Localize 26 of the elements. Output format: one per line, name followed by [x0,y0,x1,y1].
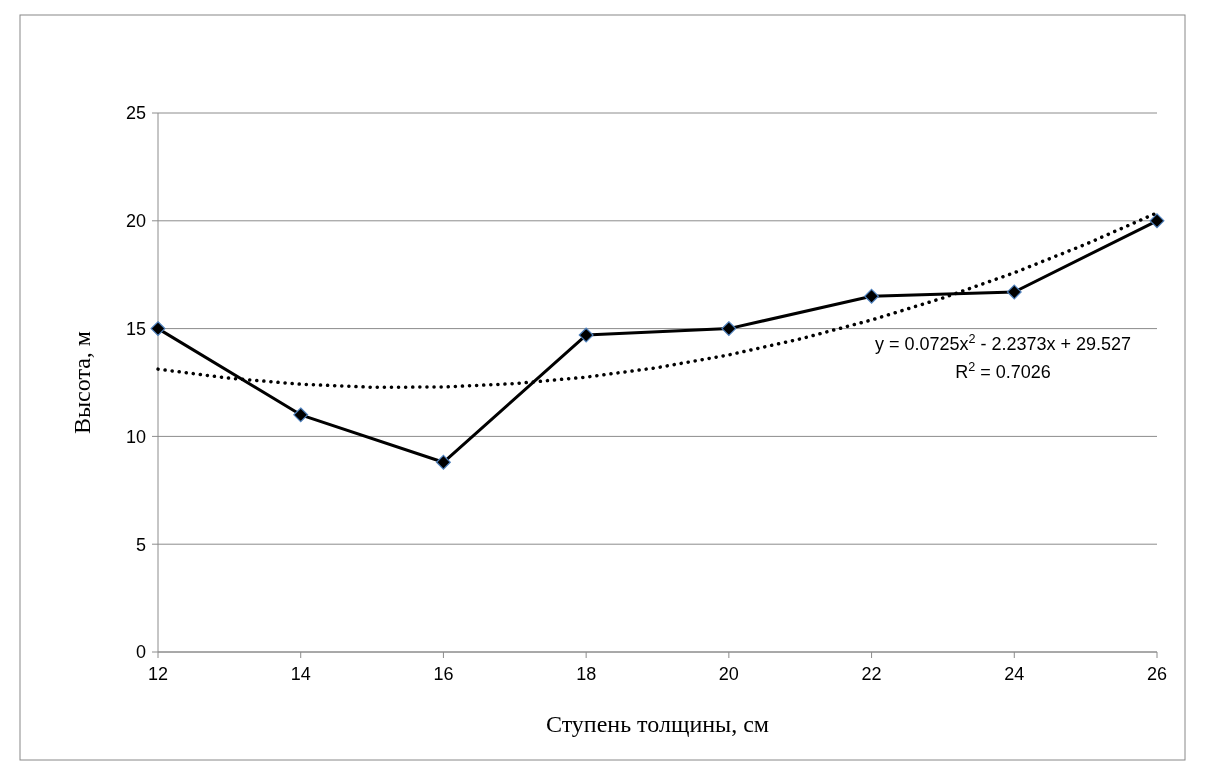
x-tick-label: 18 [576,664,597,684]
point [721,321,737,337]
x-axis-title: Ступень толщины, см [545,711,770,737]
x-tick-label: 24 [1004,664,1025,684]
x-tick-label: 16 [433,664,454,684]
annotation: y = 0.0725x$^{2}$ - 2.2373x + 29.527 [874,332,1132,354]
x-tick-label: 26 [1146,664,1168,684]
point [150,321,166,337]
point [1149,213,1165,229]
point [864,288,880,304]
annotation: R$^{2}$ = 0.7026 [955,360,1051,382]
y-tick-label: 20 [125,211,146,232]
y-axis-title: Высота, м [69,330,95,435]
x-tick-label: 20 [718,664,739,684]
point [293,407,309,423]
point [1006,284,1022,300]
y-tick-label: 25 [125,103,146,124]
y-tick-label: 10 [125,426,146,447]
x-tick-label: 22 [861,664,882,684]
point [578,327,594,343]
point [435,454,451,470]
y-tick-label: 5 [135,534,146,555]
x-tick-label: 14 [290,664,311,684]
y-tick-label: 0 [135,642,146,663]
y-tick-label: 15 [125,318,146,339]
x-tick-label: 12 [147,664,169,684]
